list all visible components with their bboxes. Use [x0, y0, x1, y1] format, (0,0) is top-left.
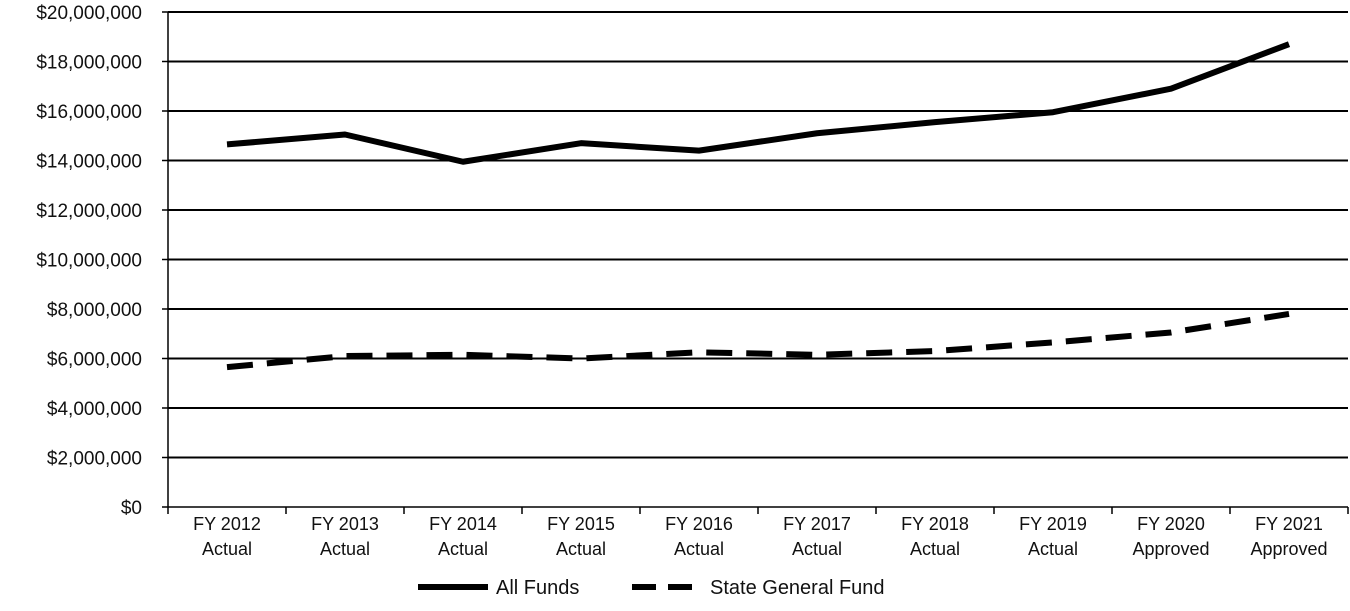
data-point — [696, 349, 702, 355]
x-tick-label-line1: FY 2019 — [1019, 514, 1087, 534]
data-point — [578, 356, 584, 362]
data-point — [814, 352, 820, 358]
legend-item: State General Fund — [632, 577, 885, 599]
series-line-all-funds — [226, 41, 1291, 165]
x-tick-label-line2: Actual — [556, 539, 606, 559]
data-point — [342, 353, 348, 359]
data-point — [1050, 109, 1056, 115]
y-tick-label: $8,000,000 — [47, 300, 142, 321]
x-tick-label-line1: FY 2021 — [1255, 514, 1323, 534]
y-tick-label: $12,000,000 — [36, 201, 142, 222]
x-tick-label-line1: FY 2020 — [1137, 514, 1205, 534]
data-point — [224, 364, 230, 370]
data-point — [1050, 339, 1056, 345]
x-tick-label-line2: Actual — [202, 539, 252, 559]
data-point — [1168, 86, 1174, 92]
y-axis-tick-labels: $0 $2,000,000 $4,000,000 $6,000,000 $8,000,0… — [36, 3, 142, 519]
y-tick-label: $0 — [121, 498, 142, 519]
legend-item: All Funds — [418, 577, 579, 599]
x-tick-label-line2: Actual — [438, 539, 488, 559]
data-point — [932, 348, 938, 354]
x-axis-tick-labels: FY 2012 Actual FY 2013 Actual FY 2014 Actual F… — [193, 514, 1327, 559]
series-lines — [224, 41, 1292, 371]
y-tick-label: $10,000,000 — [36, 251, 142, 272]
x-tick-label-line1: FY 2013 — [311, 514, 379, 534]
x-tick-label-line1: FY 2017 — [783, 514, 851, 534]
axes — [162, 11, 1349, 514]
data-point — [1286, 311, 1292, 317]
data-point — [814, 130, 820, 136]
legend-label: All Funds — [496, 577, 579, 599]
legend: All Funds State General Fund — [418, 577, 885, 599]
x-tick-label-line2: Approved — [1132, 539, 1209, 559]
x-tick-label-line2: Actual — [792, 539, 842, 559]
data-point — [1168, 330, 1174, 336]
data-point — [696, 148, 702, 154]
y-tick-label: $16,000,000 — [36, 102, 142, 123]
y-tick-label: $14,000,000 — [36, 152, 142, 173]
x-tick-label-line2: Actual — [1028, 539, 1078, 559]
y-tick-label: $18,000,000 — [36, 53, 142, 74]
data-point — [578, 140, 584, 146]
x-tick-label-line2: Actual — [910, 539, 960, 559]
x-tick-label-line2: Actual — [674, 539, 724, 559]
data-point — [224, 141, 230, 147]
x-tick-label-line1: FY 2016 — [665, 514, 733, 534]
data-point — [342, 132, 348, 138]
data-point — [460, 159, 466, 165]
y-tick-label: $2,000,000 — [47, 449, 142, 470]
y-tick-label: $4,000,000 — [47, 399, 142, 420]
y-tick-label: $20,000,000 — [36, 3, 142, 24]
data-point — [1286, 41, 1292, 47]
gridlines — [168, 11, 1348, 459]
x-tick-label-line1: FY 2015 — [547, 514, 615, 534]
x-tick-label-line2: Approved — [1250, 539, 1327, 559]
y-tick-label: $6,000,000 — [47, 350, 142, 371]
data-point — [460, 352, 466, 358]
data-point — [932, 119, 938, 125]
x-tick-label-line1: FY 2012 — [193, 514, 261, 534]
x-tick-label-line2: Actual — [320, 539, 370, 559]
series-line-state-general-fund — [226, 310, 1290, 371]
x-tick-label-line1: FY 2018 — [901, 514, 969, 534]
x-tick-label-line1: FY 2014 — [429, 514, 497, 534]
legend-label: State General Fund — [710, 577, 885, 599]
